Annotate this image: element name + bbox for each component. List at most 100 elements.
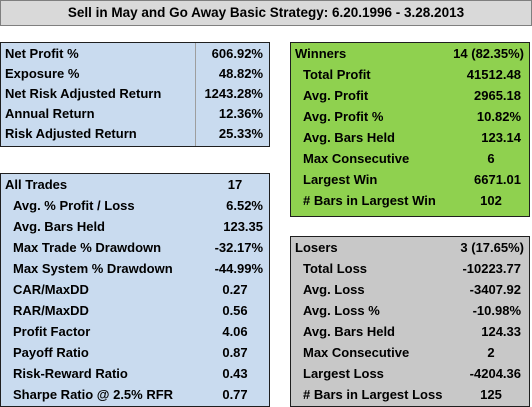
table-row: Avg. Profit 2965.18 — [291, 86, 529, 106]
row-value: -10223.77 — [462, 261, 521, 276]
losers-panel: Losers 3 (17.65%) Total Loss -10223.77 A… — [290, 236, 530, 407]
row-value: 0.77 — [222, 387, 248, 402]
row-value: 0.56 — [222, 303, 248, 318]
row-label: Max System % Drawdown — [13, 261, 173, 276]
row-value: 3 (17.65%) — [460, 240, 524, 255]
row-label: Exposure % — [5, 66, 80, 81]
row-value: -32.17% — [214, 240, 263, 255]
table-row: Risk-Reward Ratio 0.43 — [1, 364, 269, 384]
row-label: # Bars in Largest Win — [303, 193, 436, 208]
row-value: 14 (82.35%) — [453, 46, 524, 61]
row-value: 124.33 — [481, 324, 521, 339]
table-row: Max System % Drawdown -44.99% — [1, 259, 269, 279]
row-label: RAR/MaxDD — [13, 303, 89, 318]
table-row: Avg. Bars Held 123.35 — [1, 217, 269, 237]
row-value: 4.06 — [222, 324, 248, 339]
row-label: Avg. Loss % — [303, 303, 380, 318]
row-value: -4204.36 — [469, 366, 521, 381]
row-value: -3407.92 — [469, 282, 521, 297]
row-label: Largest Loss — [303, 366, 384, 381]
row-label: Avg. Bars Held — [303, 324, 395, 339]
table-row: Avg. Bars Held 124.33 — [291, 322, 529, 342]
table-row: RAR/MaxDD 0.56 — [1, 301, 269, 321]
table-row: Max Consecutive 6 — [291, 149, 529, 169]
row-value: 123.35 — [223, 219, 263, 234]
table-row: Exposure % 48.82% — [1, 64, 269, 84]
row-label: Net Profit % — [5, 46, 79, 61]
row-value: 2965.18 — [474, 88, 521, 103]
row-label: Risk Adjusted Return — [5, 126, 137, 141]
column-divider — [195, 43, 196, 146]
all-trades-panel: All Trades 17 Avg. % Profit / Loss 6.52%… — [0, 173, 270, 407]
row-label: Max Consecutive — [303, 345, 410, 360]
row-value: 0.43 — [222, 366, 248, 381]
table-header-row: Losers 3 (17.65%) — [291, 238, 529, 258]
table-row: Max Consecutive 2 — [291, 343, 529, 363]
row-label: Total Loss — [303, 261, 368, 276]
row-label: Avg. Loss — [303, 282, 365, 297]
table-header-row: All Trades 17 — [1, 175, 269, 195]
row-value: 25.33% — [218, 126, 263, 141]
row-value: 10.82% — [476, 109, 521, 124]
row-value: 0.27 — [222, 282, 248, 297]
row-label: Total Profit — [303, 67, 371, 82]
table-title: Sell in May and Go Away Basic Strategy: … — [0, 0, 532, 26]
table-row: Risk Adjusted Return 25.33% — [1, 124, 269, 144]
table-row: # Bars in Largest Loss 125 — [291, 385, 529, 405]
row-value: 125 — [480, 387, 502, 402]
summary-panel: Net Profit % 606.92% Exposure % 48.82% N… — [0, 42, 270, 147]
row-value: 102 — [480, 193, 502, 208]
table-header-row: Winners 14 (82.35%) — [291, 44, 529, 64]
row-label: Avg. Bars Held — [13, 219, 105, 234]
row-value: 41512.48 — [466, 67, 521, 82]
row-label: Max Consecutive — [303, 151, 410, 166]
winners-panel: Winners 14 (82.35%) Total Profit 41512.4… — [290, 42, 530, 217]
row-label: Payoff Ratio — [13, 345, 89, 360]
row-value: 2 — [487, 345, 495, 360]
row-value: 123.14 — [481, 130, 521, 145]
row-value: 6671.01 — [474, 172, 521, 187]
table-row: Annual Return 12.36% — [1, 104, 269, 124]
table-row: Largest Loss -4204.36 — [291, 364, 529, 384]
row-value: -44.99% — [214, 261, 263, 276]
row-label: Avg. Profit — [303, 88, 369, 103]
row-value: -10.98% — [472, 303, 521, 318]
row-value: 6.52% — [226, 198, 263, 213]
row-label: Avg. Bars Held — [303, 130, 395, 145]
table-row: CAR/MaxDD 0.27 — [1, 280, 269, 300]
table-row: Avg. % Profit / Loss 6.52% — [1, 196, 269, 216]
row-label: Avg. % Profit / Loss — [13, 198, 135, 213]
table-row: Sharpe Ratio @ 2.5% RFR 0.77 — [1, 385, 269, 405]
row-label: Profit Factor — [13, 324, 91, 339]
table-row: # Bars in Largest Win 102 — [291, 191, 529, 211]
table-row: Max Trade % Drawdown -32.17% — [1, 238, 269, 258]
row-label: Annual Return — [5, 106, 95, 121]
table-row: Avg. Bars Held 123.14 — [291, 128, 529, 148]
row-label: Losers — [295, 240, 338, 255]
table-row: Avg. Loss % -10.98% — [291, 301, 529, 321]
table-row: Net Profit % 606.92% — [1, 44, 269, 64]
row-label: Largest Win — [303, 172, 378, 187]
row-label: Risk-Reward Ratio — [13, 366, 128, 381]
row-label: Winners — [295, 46, 347, 61]
table-row: Avg. Loss -3407.92 — [291, 280, 529, 300]
row-value: 0.87 — [222, 345, 248, 360]
row-label: Avg. Profit % — [303, 109, 384, 124]
row-value: 12.36% — [218, 106, 263, 121]
table-row: Net Risk Adjusted Return 1243.28% — [1, 84, 269, 104]
row-value: 6 — [487, 151, 495, 166]
row-label: All Trades — [5, 177, 68, 192]
table-row: Total Loss -10223.77 — [291, 259, 529, 279]
row-label: Net Risk Adjusted Return — [5, 86, 162, 101]
table-row: Payoff Ratio 0.87 — [1, 343, 269, 363]
row-label: # Bars in Largest Loss — [303, 387, 443, 402]
row-label: Sharpe Ratio @ 2.5% RFR — [13, 387, 174, 402]
table-row: Largest Win 6671.01 — [291, 170, 529, 190]
table-row: Avg. Profit % 10.82% — [291, 107, 529, 127]
row-value: 48.82% — [218, 66, 263, 81]
row-label: CAR/MaxDD — [13, 282, 89, 297]
table-row: Profit Factor 4.06 — [1, 322, 269, 342]
row-value: 1243.28% — [204, 86, 263, 101]
row-value: 606.92% — [211, 46, 263, 61]
table-row: Total Profit 41512.48 — [291, 65, 529, 85]
